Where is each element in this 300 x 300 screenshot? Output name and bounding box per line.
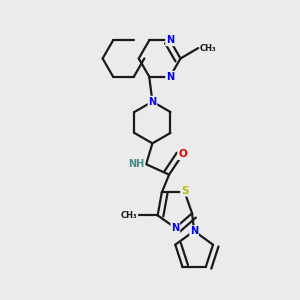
Text: CH₃: CH₃	[121, 211, 137, 220]
Text: N: N	[190, 226, 198, 236]
Text: NH: NH	[128, 159, 145, 169]
Text: N: N	[171, 223, 179, 233]
Text: S: S	[181, 186, 188, 196]
Text: N: N	[148, 97, 157, 106]
Text: N: N	[166, 35, 174, 45]
Text: CH₃: CH₃	[200, 44, 217, 52]
Text: N: N	[166, 72, 174, 82]
Text: O: O	[178, 149, 187, 159]
